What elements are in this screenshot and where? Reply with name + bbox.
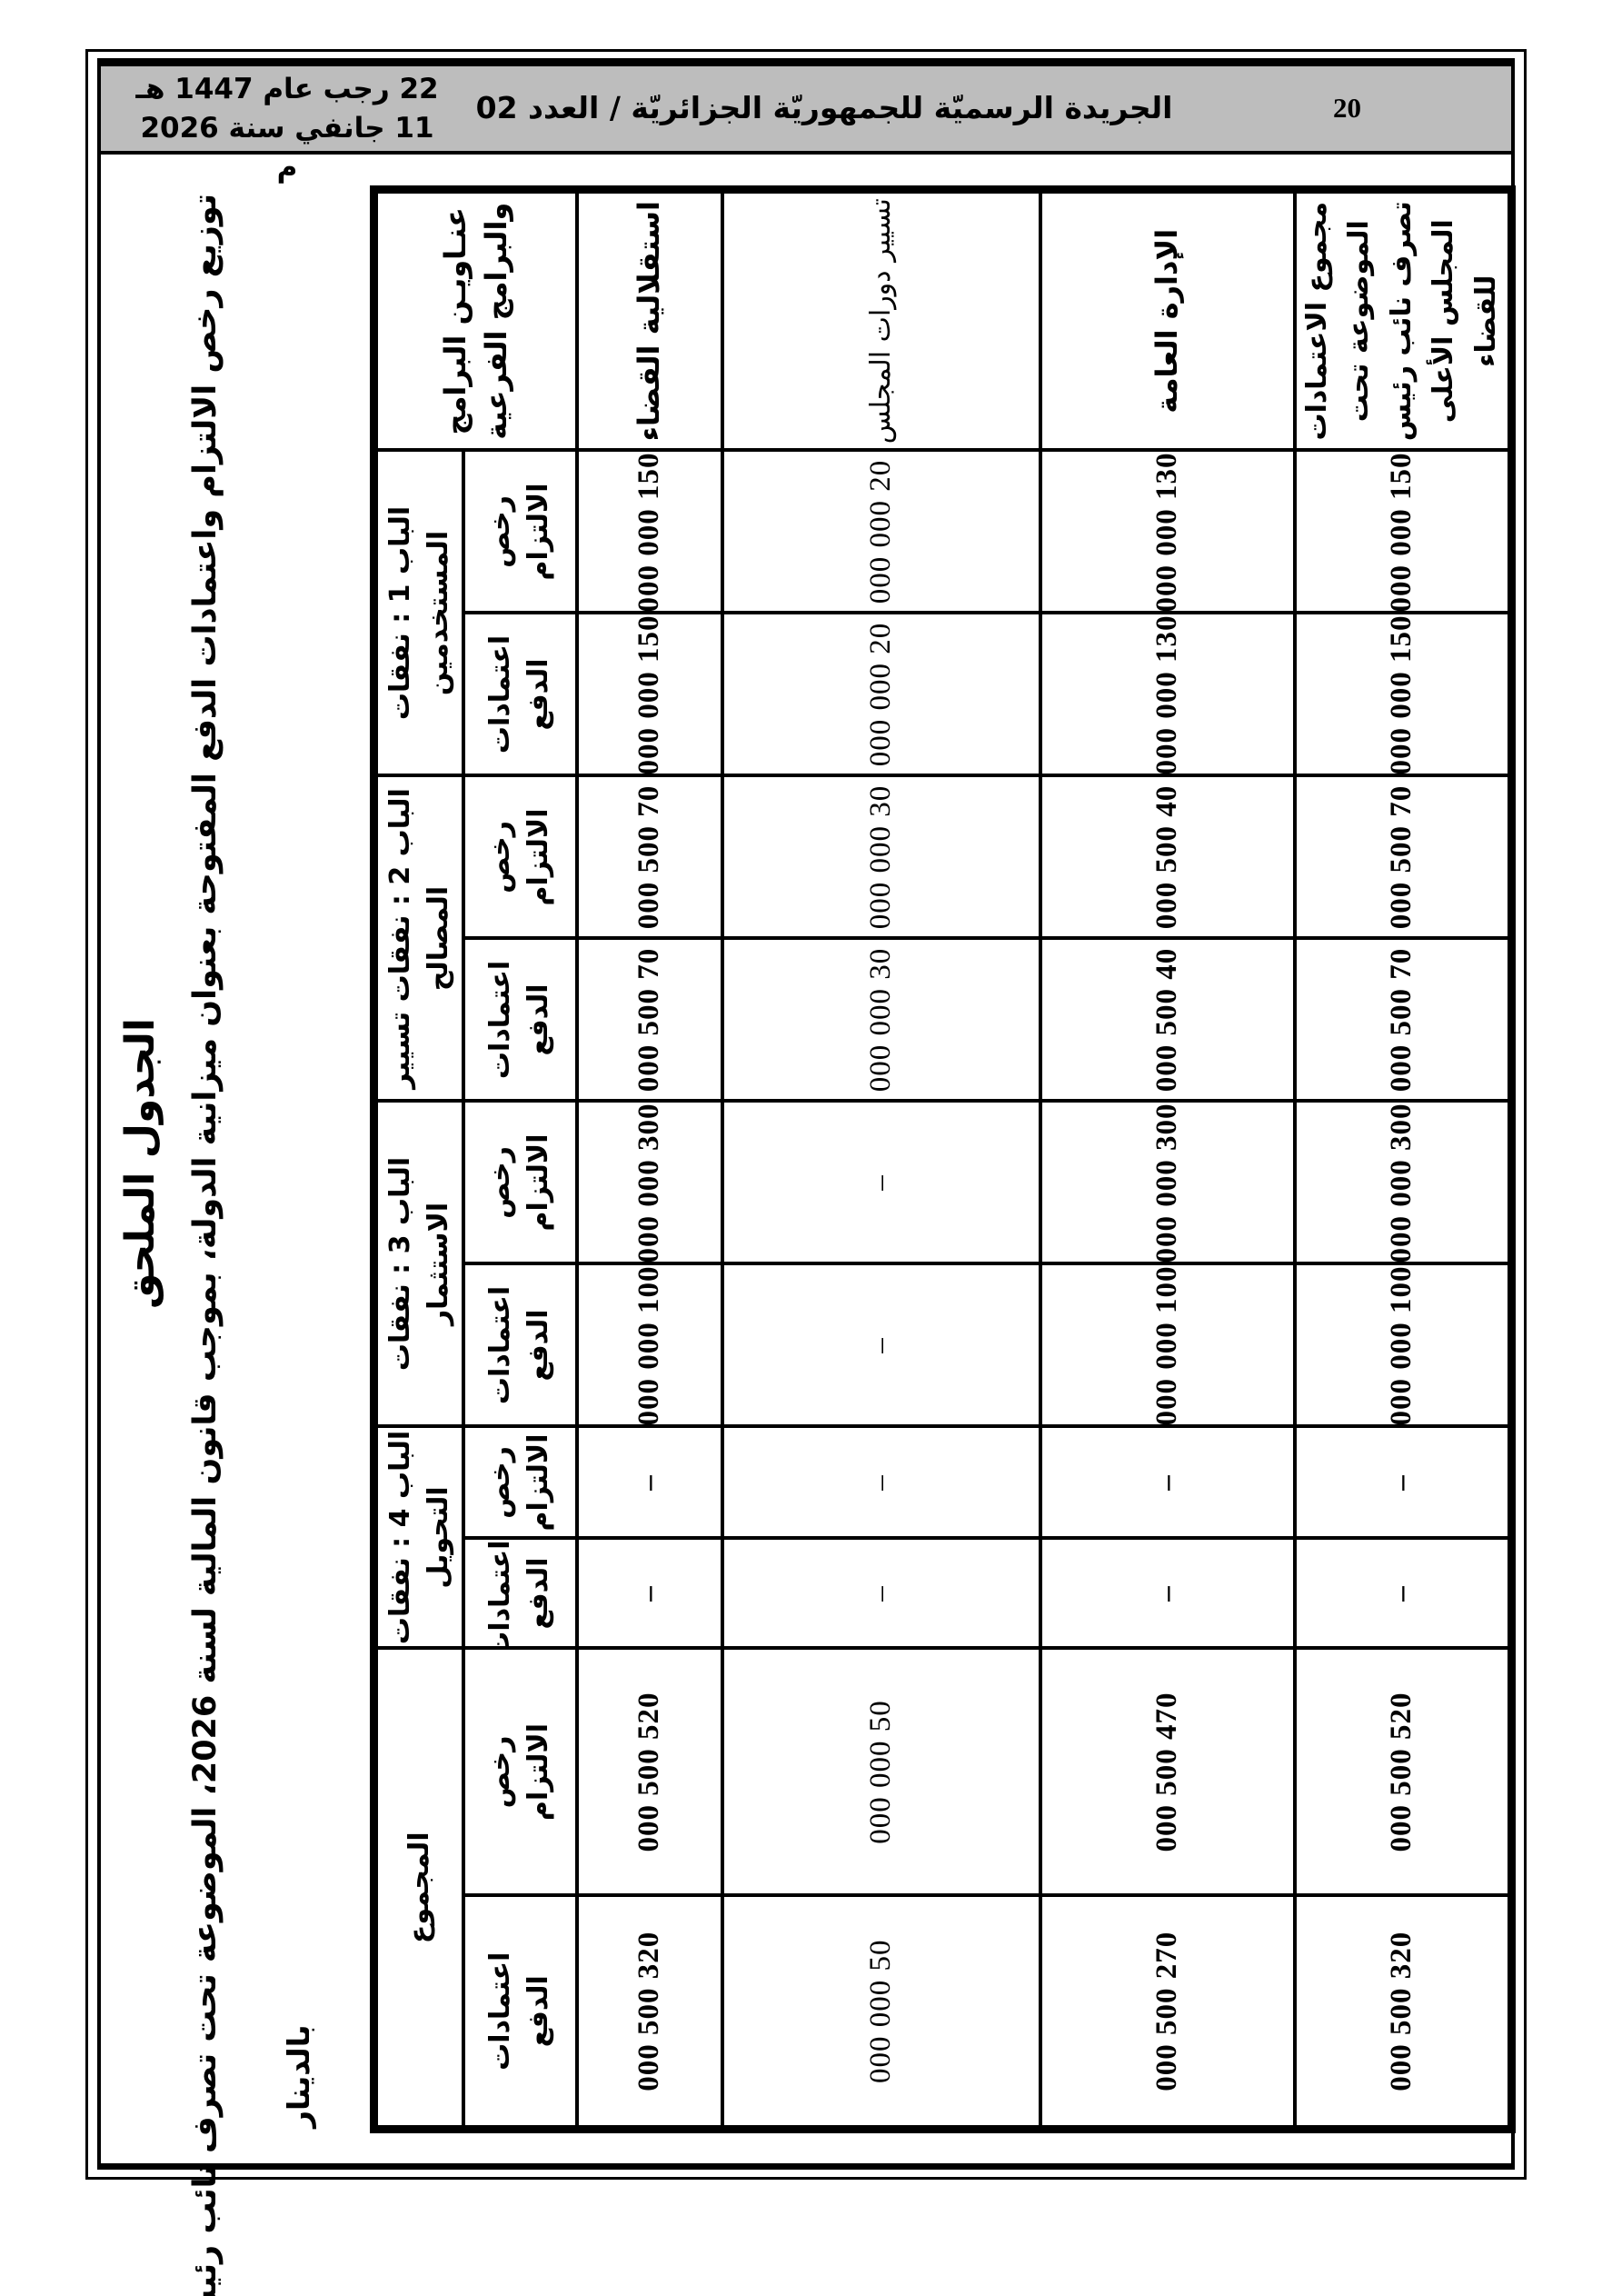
cell-value: 320 500 000 bbox=[1294, 1895, 1512, 2130]
page-number: 20 bbox=[1333, 92, 1361, 124]
table-row-grand-total: مجموع الاعتمادات الموضوعة تحت تصرف نائب … bbox=[1294, 189, 1512, 2130]
budget-table: عنـاويـن البرامج والبرامج الفرعية الباب … bbox=[370, 185, 1516, 2133]
header-row-subcolumns: رخص الالتزام اعتمادات الدفع رخص الالتزام… bbox=[463, 189, 577, 2130]
subcol-pay-total: اعتمادات الدفع bbox=[463, 1895, 577, 2130]
cell-value: – bbox=[1040, 1426, 1295, 1539]
subcol-pay-1: اعتمادات الدفع bbox=[463, 613, 577, 776]
cell-value: – bbox=[721, 1538, 1040, 1649]
landscape-canvas: الجدول الملحق توزيع رخص الالتزام واعتماد… bbox=[97, 185, 1516, 2296]
cell-value: 130 000 000 bbox=[1040, 450, 1295, 614]
issue-dates: 22 رجب عام 1447 هـ 11 جانفي سنة 2026 م bbox=[135, 73, 439, 184]
cell-value: – bbox=[1040, 1538, 1295, 1649]
cell-value: 300 000 000 bbox=[1040, 1101, 1295, 1264]
row-label: الإدارة العامة bbox=[1040, 189, 1295, 451]
cell-value: 300 000 000 bbox=[1294, 1101, 1512, 1264]
cell-value: – bbox=[721, 1263, 1040, 1427]
subcol-pay-2: اعتمادات الدفع bbox=[463, 938, 577, 1102]
cell-value: 70 500 000 bbox=[1294, 938, 1512, 1102]
subcol-commit-1: رخص الالتزام bbox=[463, 450, 577, 614]
subcol-pay-3: اعتمادات الدفع bbox=[463, 1263, 577, 1427]
cell-value: – bbox=[1294, 1538, 1512, 1649]
subcol-commit-4: رخص الالتزام bbox=[463, 1426, 577, 1539]
col-header-chapter4: الباب 4 : نفقات التحويل bbox=[373, 1426, 463, 1649]
col-header-chapter2: الباب 2 : نفقات تسيير المصالح bbox=[373, 775, 463, 1102]
table-row-subprogram-2: الإدارة العامة 130 000 000 130 000 000 4… bbox=[1040, 189, 1295, 2130]
rotated-content-area: الجدول الملحق توزيع رخص الالتزام واعتماد… bbox=[97, 185, 1516, 2296]
cell-value: 520 500 000 bbox=[1294, 1648, 1512, 1896]
cell-value: 470 500 000 bbox=[1040, 1648, 1295, 1896]
cell-value: – bbox=[721, 1101, 1040, 1264]
cell-value: 30 000 000 bbox=[721, 775, 1040, 939]
cell-value: 50 000 000 bbox=[721, 1648, 1040, 1896]
cell-value: 30 000 000 bbox=[721, 938, 1040, 1102]
col-header-chapter1: الباب 1 : نفقات المستخدمين bbox=[373, 450, 463, 776]
page-frame-outer: 22 رجب عام 1447 هـ 11 جانفي سنة 2026 م ا… bbox=[85, 49, 1527, 2180]
header-row-groups: عنـاويـن البرامج والبرامج الفرعية الباب … bbox=[373, 189, 577, 2130]
cell-value: 270 500 000 bbox=[1040, 1895, 1295, 2130]
cell-value: 150 000 000 bbox=[576, 450, 722, 614]
page-frame-inner: 22 رجب عام 1447 هـ 11 جانفي سنة 2026 م ا… bbox=[97, 58, 1515, 2170]
annex-title: توزيع رخص الالتزام واعتمادات الدفع المفت… bbox=[187, 194, 224, 2296]
table-row-program-1: استقلالية القضاء 150 000 000 150 000 000… bbox=[576, 189, 722, 2130]
cell-value: – bbox=[576, 1538, 722, 1649]
cell-value: 300 000 000 bbox=[576, 1101, 722, 1264]
cell-value: 130 000 000 bbox=[1040, 613, 1295, 776]
cell-value: 520 500 000 bbox=[576, 1648, 722, 1896]
cell-value: 100 000 000 bbox=[576, 1263, 722, 1427]
subcol-commit-2: رخص الالتزام bbox=[463, 775, 577, 939]
subcol-pay-4: اعتمادات الدفع bbox=[463, 1538, 577, 1649]
row-label: مجموع الاعتمادات الموضوعة تحت تصرف نائب … bbox=[1294, 189, 1512, 451]
col-header-chapter3: الباب 3 : نفقات الاستثمار bbox=[373, 1101, 463, 1427]
cell-value: 320 500 000 bbox=[576, 1895, 722, 2130]
cell-value: 40 500 000 bbox=[1040, 938, 1295, 1102]
table-row-subprogram-1: تسيير دورات المجلس 20 000 000 20 000 000… bbox=[721, 189, 1040, 2130]
cell-value: 150 000 000 bbox=[1294, 450, 1512, 614]
cell-value: – bbox=[721, 1426, 1040, 1539]
cell-value: 20 000 000 bbox=[721, 450, 1040, 614]
cell-value: 40 500 000 bbox=[1040, 775, 1295, 939]
col-header-programs: عنـاويـن البرامج والبرامج الفرعية bbox=[373, 189, 577, 451]
cell-value: 70 500 000 bbox=[1294, 775, 1512, 939]
row-label: تسيير دورات المجلس bbox=[721, 189, 1040, 451]
subcol-commit-3: رخص الالتزام bbox=[463, 1101, 577, 1264]
subcol-commit-total: رخص الالتزام bbox=[463, 1648, 577, 1896]
cell-value: 70 500 000 bbox=[576, 775, 722, 939]
cell-value: 50 000 000 bbox=[721, 1895, 1040, 2130]
cell-value: 20 000 000 bbox=[721, 613, 1040, 776]
row-label: استقلالية القضاء bbox=[576, 189, 722, 451]
annex-heading: الجدول الملحق bbox=[117, 1018, 164, 1310]
cell-value: – bbox=[1294, 1426, 1512, 1539]
masthead: 22 رجب عام 1447 هـ 11 جانفي سنة 2026 م ا… bbox=[101, 66, 1511, 184]
cell-value: 150 000 000 bbox=[1294, 613, 1512, 776]
currency-note: بالدينار bbox=[281, 2024, 316, 2129]
cell-value: 70 500 000 bbox=[576, 938, 722, 1102]
cell-value: 100 000 000 bbox=[1294, 1263, 1512, 1427]
cell-value: 150 000 000 bbox=[576, 613, 722, 776]
col-header-total: المجموع bbox=[373, 1648, 463, 2130]
cell-value: 100 000 000 bbox=[1040, 1263, 1295, 1427]
cell-value: – bbox=[576, 1426, 722, 1539]
journal-title: الجريدة الرسميّة للجمهوريّة الجزائريّة /… bbox=[475, 90, 1173, 125]
